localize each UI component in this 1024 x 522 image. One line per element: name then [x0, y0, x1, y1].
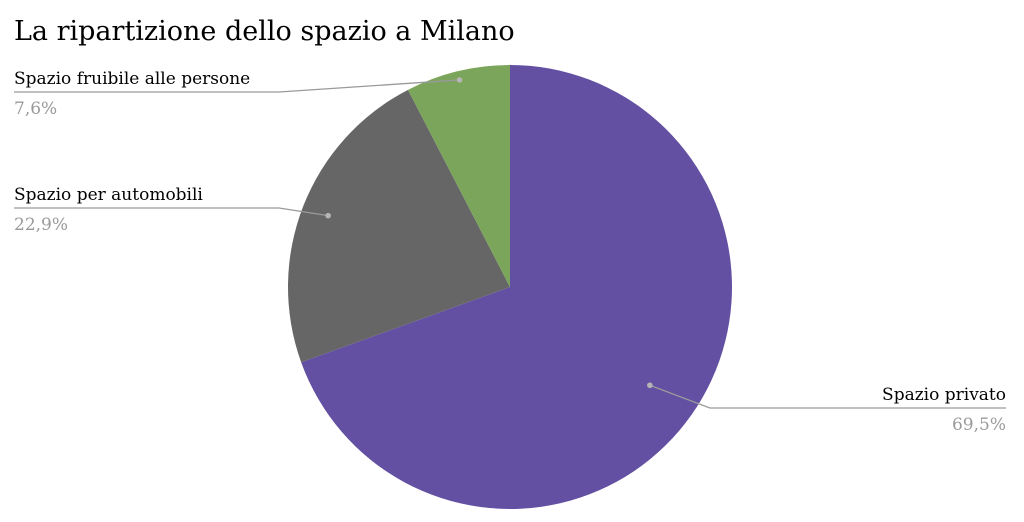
slice-labels: Spazio privato 69,5% Spazio per automobili…: [14, 69, 1006, 435]
leader-dot-spazio-per-automobili: [325, 212, 331, 219]
chart-title: La ripartizione dello spazio a Milano: [14, 16, 515, 47]
leader-line-spazio-fruibile-alle-persone: [14, 79, 460, 93]
slice-value-spazio-fruibile-alle-persone: 7,6%: [14, 99, 57, 119]
pie-slice-spazio-privato: [301, 65, 732, 509]
pie-slice-spazio-per-automobili: [288, 89, 510, 363]
pie-slices: [288, 65, 732, 509]
slice-value-spazio-privato: 69,5%: [952, 415, 1006, 435]
slice-value-spazio-per-automobili: 22,9%: [14, 215, 68, 235]
leader-dot-spazio-fruibile-alle-persone: [456, 77, 463, 83]
leader-line-spazio-privato: [649, 384, 1006, 409]
pie-slice-spazio-fruibile-alle-persone: [407, 65, 510, 287]
leader-line-spazio-per-automobili: [14, 207, 329, 217]
slice-label-spazio-fruibile-alle-persone: Spazio fruibile alle persone: [14, 69, 250, 89]
slice-label-spazio-privato: Spazio privato: [882, 385, 1006, 405]
leader-dot-spazio-privato: [647, 382, 653, 389]
slice-label-spazio-per-automobili: Spazio per automobili: [14, 185, 203, 205]
